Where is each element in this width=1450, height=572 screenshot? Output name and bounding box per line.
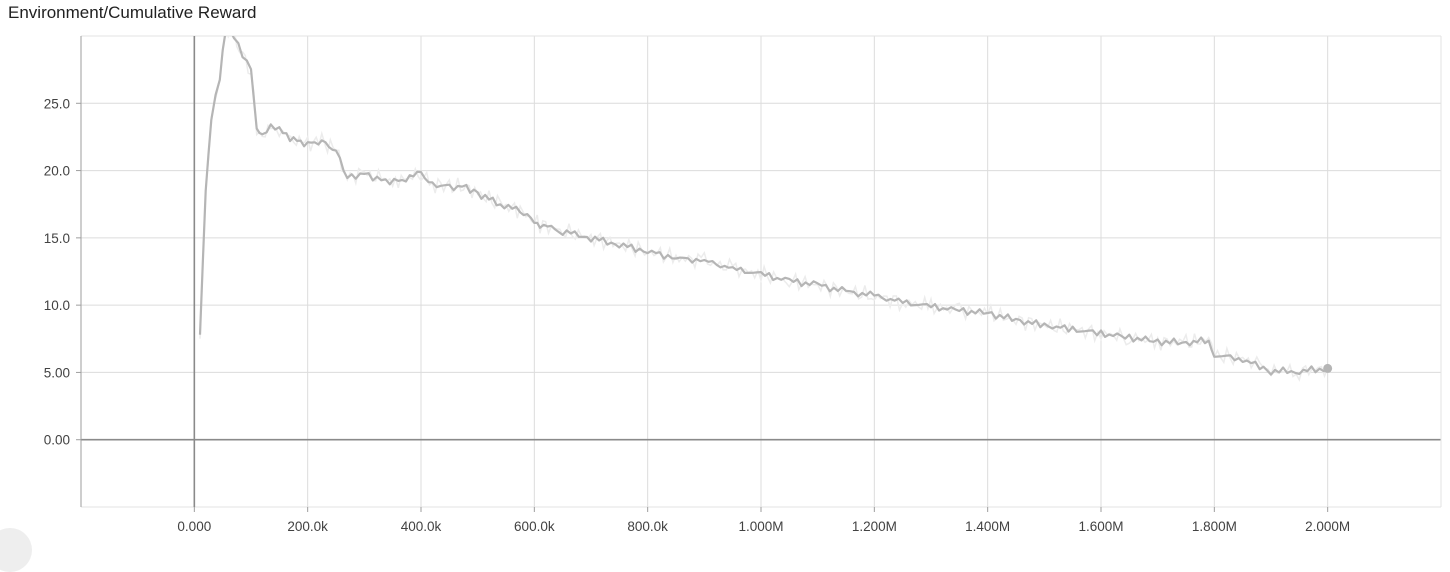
x-tick-label: 1.600M	[1078, 519, 1123, 534]
x-tick-label: 400.0k	[401, 519, 442, 534]
x-tick-label: 200.0k	[287, 519, 328, 534]
x-tick-label: 800.0k	[627, 519, 668, 534]
series-raw-line	[200, 27, 1328, 380]
y-tick-label: 0.00	[44, 433, 70, 448]
series-end-marker	[1323, 364, 1332, 373]
series-layer	[200, 27, 1332, 380]
axis-layer	[76, 36, 1328, 512]
y-tick-label: 20.0	[44, 164, 70, 179]
x-tick-label: 1.200M	[852, 519, 897, 534]
x-tick-label: 2.000M	[1305, 519, 1350, 534]
line-chart: 0.000 200.0k 400.0k 600.0k 800.0k 1.000M 1.200…	[0, 0, 1450, 542]
x-tick-label: 1.400M	[965, 519, 1010, 534]
x-tick-label: 600.0k	[514, 519, 555, 534]
y-tick-label: 15.0	[44, 231, 70, 246]
x-tick-label: 0.000	[177, 519, 211, 534]
y-tick-label: 25.0	[44, 96, 70, 111]
x-tick-label: 1.000M	[738, 519, 783, 534]
label-layer: 0.000 200.0k 400.0k 600.0k 800.0k 1.000M 1.200…	[44, 96, 1350, 534]
y-tick-label: 5.00	[44, 365, 70, 380]
series-line	[200, 30, 1328, 375]
x-tick-label: 1.800M	[1192, 519, 1237, 534]
y-tick-label: 10.0	[44, 298, 70, 313]
